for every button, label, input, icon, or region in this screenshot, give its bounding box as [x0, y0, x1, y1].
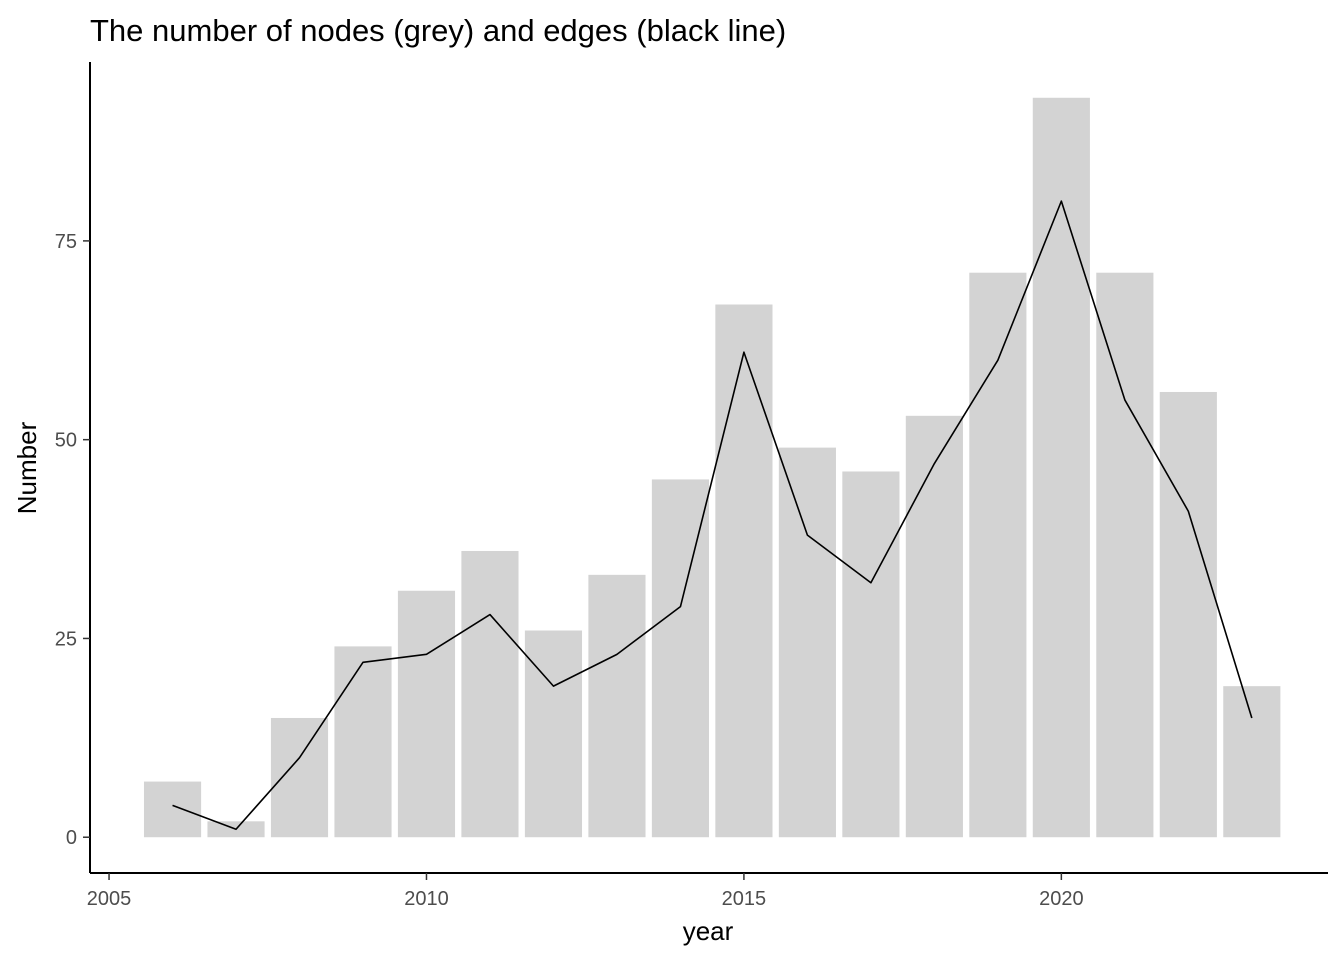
x-tick-label-2020: 2020 — [1039, 888, 1084, 910]
x-tick-label-2010: 2010 — [404, 888, 449, 910]
bar-2014 — [652, 479, 709, 837]
bar-2006 — [144, 782, 201, 838]
bar-2010 — [398, 591, 455, 837]
bar-2008 — [271, 718, 328, 837]
x-tick-label-2015: 2015 — [722, 888, 767, 910]
bar-2017 — [842, 471, 899, 837]
bar-2020 — [1033, 98, 1090, 837]
line-layer — [173, 201, 1252, 829]
x-tick-label-2005: 2005 — [87, 888, 132, 910]
y-axis-title: Number — [12, 421, 42, 514]
bar-2019 — [969, 273, 1026, 838]
y-tick-label-25: 25 — [55, 628, 77, 650]
bar-2012 — [525, 631, 582, 838]
y-tick-label-50: 50 — [55, 430, 77, 452]
bar-2015 — [715, 305, 772, 838]
bar-2018 — [906, 416, 963, 837]
y-tick-label-75: 75 — [55, 231, 77, 253]
bars-layer — [144, 98, 1280, 837]
edges-line — [173, 201, 1252, 829]
bar-2009 — [334, 646, 391, 837]
bar-2013 — [588, 575, 645, 837]
bar-2011 — [461, 551, 518, 837]
bar-2016 — [779, 448, 836, 838]
bar-2021 — [1096, 273, 1153, 838]
bar-2022 — [1160, 392, 1217, 837]
bar-2023 — [1223, 686, 1280, 837]
x-axis-title: year — [683, 916, 734, 946]
chart-title: The number of nodes (grey) and edges (bl… — [90, 13, 786, 48]
y-tick-label-0: 0 — [66, 827, 77, 849]
